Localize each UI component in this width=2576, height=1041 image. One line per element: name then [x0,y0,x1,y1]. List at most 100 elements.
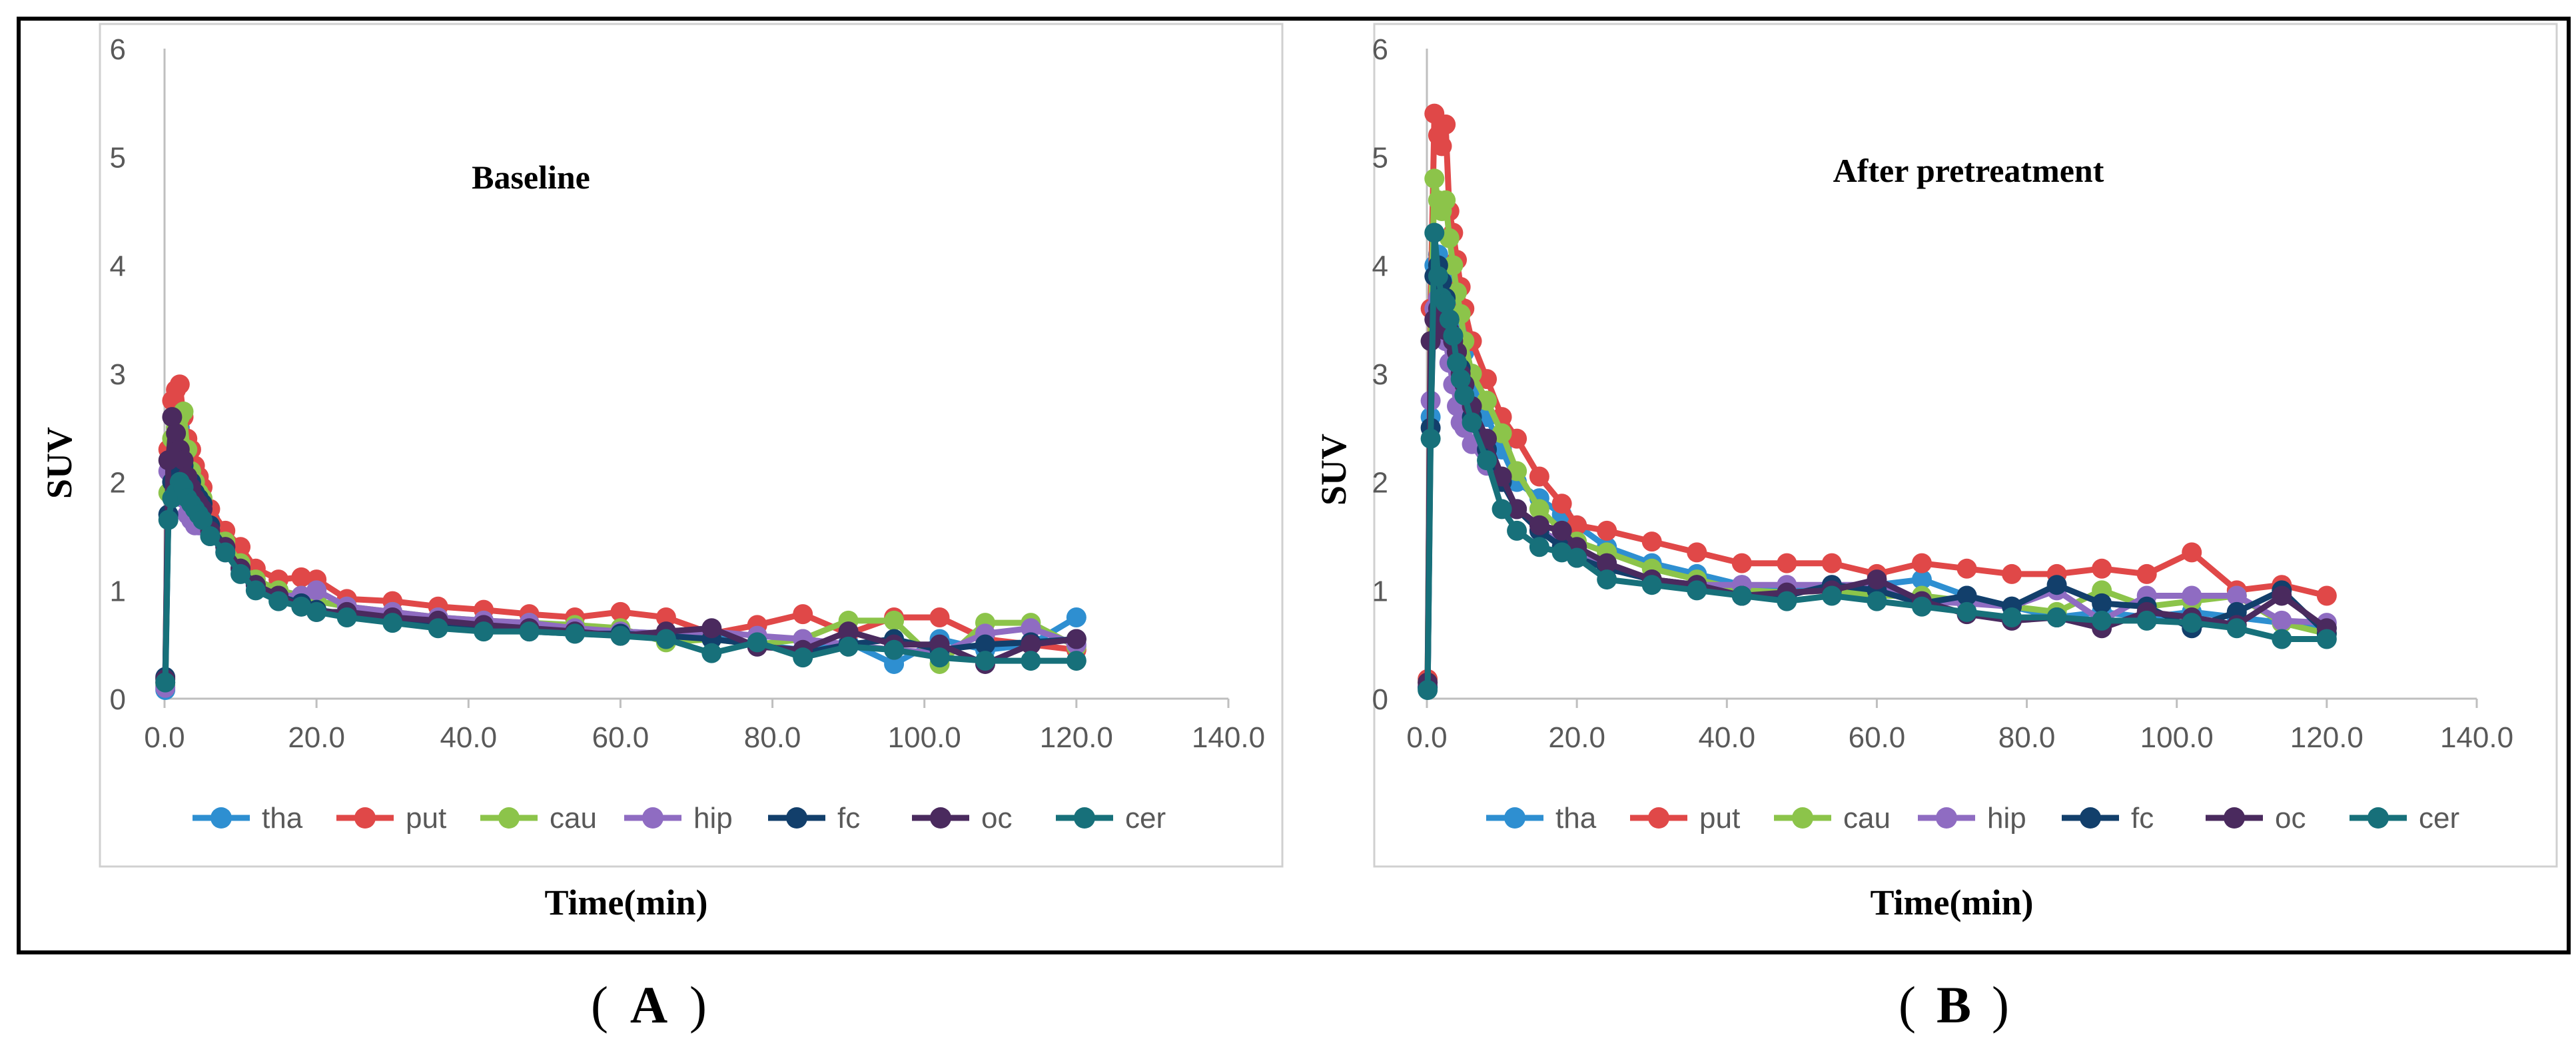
legend-entry-oc: oc [2206,802,2306,835]
data-point-cer [1567,547,1587,568]
legend: tha put cau hip fc oc cer [1486,802,2459,835]
data-point-cau [1529,499,1549,520]
y-tick-label: 0 [110,683,126,716]
legend: tha put cau hip fc oc cer [193,802,1166,835]
data-point-cer [2046,607,2067,627]
data-point-cer [838,636,859,657]
data-point-put [169,374,190,395]
data-point-cer [1867,591,1887,611]
data-point-cer [1492,499,1512,520]
data-point-put [1597,520,1617,541]
data-point-oc [1492,466,1512,487]
y-tick-label: 6 [1372,33,1388,66]
data-point-put [2136,563,2157,584]
data-point-put [1731,553,1752,573]
x-tick-label: 40.0 [440,721,497,754]
data-point-cer [793,647,813,668]
data-point-cer [1821,585,1842,606]
data-point-cer [291,596,312,617]
x-tick-label: 100.0 [888,721,961,754]
legend-label: hip [693,802,733,835]
legend-entry-hip: hip [624,802,733,835]
legend-marker [2367,807,2389,829]
x-tick-label: 120.0 [2290,721,2363,754]
x-tick-label: 140.0 [2440,721,2513,754]
y-axis-label: SUV [1314,434,1354,506]
data-point-cer [158,510,179,530]
y-tick-label: 1 [1372,575,1388,607]
data-point-fc [975,634,995,655]
data-point-cer [474,621,494,642]
data-point-put [655,607,676,627]
data-point-fc [2046,575,2067,595]
data-point-cer [1436,293,1456,314]
legend-label: cer [1125,802,1166,835]
x-tick-label: 60.0 [1849,721,1906,754]
panel-letter-b: ( B ) [1899,976,2009,1034]
legend-entry-cau: cau [1774,802,1891,835]
data-point-cer [268,591,289,611]
legend-label: cer [2419,802,2459,835]
legend-marker [786,807,807,829]
legend-entry-cau: cau [480,802,597,835]
data-point-cer [519,621,540,642]
data-point-cer [1021,651,1041,671]
data-point-cer [2092,610,2112,631]
data-point-put [1477,369,1498,390]
data-point-oc [701,618,722,639]
x-axis-label: Time(min) [1871,882,2034,922]
data-point-cer [1443,326,1464,346]
data-point-cer [1911,596,1932,617]
y-tick-label: 5 [1372,142,1388,174]
data-point-oc [2272,585,2292,606]
chart-title: Baseline [472,159,590,196]
y-tick-label: 2 [110,467,126,500]
data-point-put [1911,553,1932,573]
legend-entry-fc: fc [768,802,860,835]
legend-marker [930,807,951,829]
y-tick-label: 2 [1372,467,1388,500]
legend-entry-oc: oc [912,802,1012,835]
data-point-cau [1492,423,1512,444]
legend-label: put [1699,802,1740,835]
data-point-cau [1424,169,1445,189]
x-tick-label: 140.0 [1192,721,1265,754]
data-point-cer [1428,266,1448,286]
data-point-put [291,567,312,587]
legend-label: oc [2275,802,2306,835]
data-point-put [1432,136,1452,157]
x-tick-label: 40.0 [1698,721,1755,754]
series-layer [155,374,1086,700]
x-tick-label: 80.0 [1998,721,2056,754]
data-point-cer [2002,607,2022,627]
data-point-tha [884,653,905,674]
data-point-cer [193,510,213,530]
data-point-cer [336,607,357,627]
y-tick-label: 4 [1372,250,1388,282]
y-tick-label: 4 [110,250,126,282]
legend-entry-cer: cer [1056,802,1166,835]
y-tick-label: 6 [110,33,126,66]
legend-label: put [406,802,446,835]
data-point-oc [1021,634,1041,655]
legend-label: tha [1555,802,1597,835]
data-point-cer [1454,385,1475,406]
data-point-cer [610,625,631,646]
data-point-cer [306,601,327,622]
legend-label: cau [1843,802,1891,835]
data-point-put [2316,585,2337,606]
data-point-cer [428,618,448,639]
data-point-cer [382,613,403,633]
data-point-put [2182,542,2202,563]
legend-marker [1792,807,1813,829]
data-point-cer [655,629,676,649]
legend-label: hip [1987,802,2026,835]
data-point-oc [1597,553,1617,573]
y-tick-label: 1 [110,575,126,607]
data-point-tha [1066,607,1086,627]
data-point-tha [1911,569,1932,590]
data-point-cau [1443,255,1464,276]
